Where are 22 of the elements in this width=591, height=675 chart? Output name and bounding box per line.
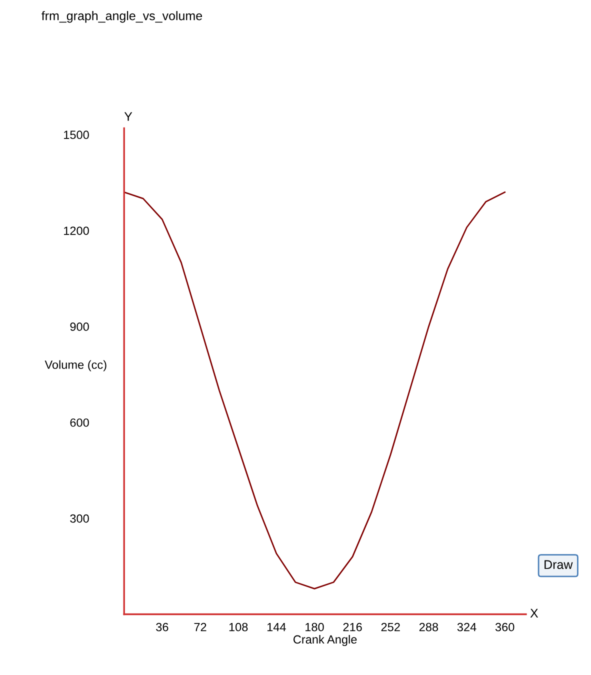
- x-tick-label: 36: [156, 622, 168, 632]
- line-series: [124, 192, 506, 590]
- y-tick-label: 1500: [64, 130, 89, 140]
- text: X: [530, 608, 538, 618]
- x-tick-label: 108: [229, 622, 248, 632]
- chart-title: frm_graph_angle_vs_volume: [42, 11, 202, 23]
- y-tick-label: 1200: [64, 226, 89, 235]
- x-tick-label: 72: [194, 622, 206, 632]
- y-tick-label: 600: [70, 418, 89, 427]
- text: Draw: [544, 560, 573, 570]
- x-tick-label: 180: [306, 622, 324, 632]
- y-tick-label: 300: [70, 514, 89, 523]
- y-axis-title: Volume (cc): [44, 360, 106, 372]
- x-tick-label: 288: [419, 622, 438, 632]
- x-axis-title: Crank Angle: [293, 634, 357, 646]
- x-tick-label: 324: [457, 622, 476, 632]
- text: Y: [124, 112, 132, 121]
- y-tick-label: 900: [70, 322, 89, 331]
- x-tick-label: 252: [381, 622, 400, 632]
- x-tick-label: 144: [267, 623, 286, 632]
- x-tick-label: 360: [495, 622, 514, 632]
- x-tick-label: 216: [343, 622, 362, 632]
